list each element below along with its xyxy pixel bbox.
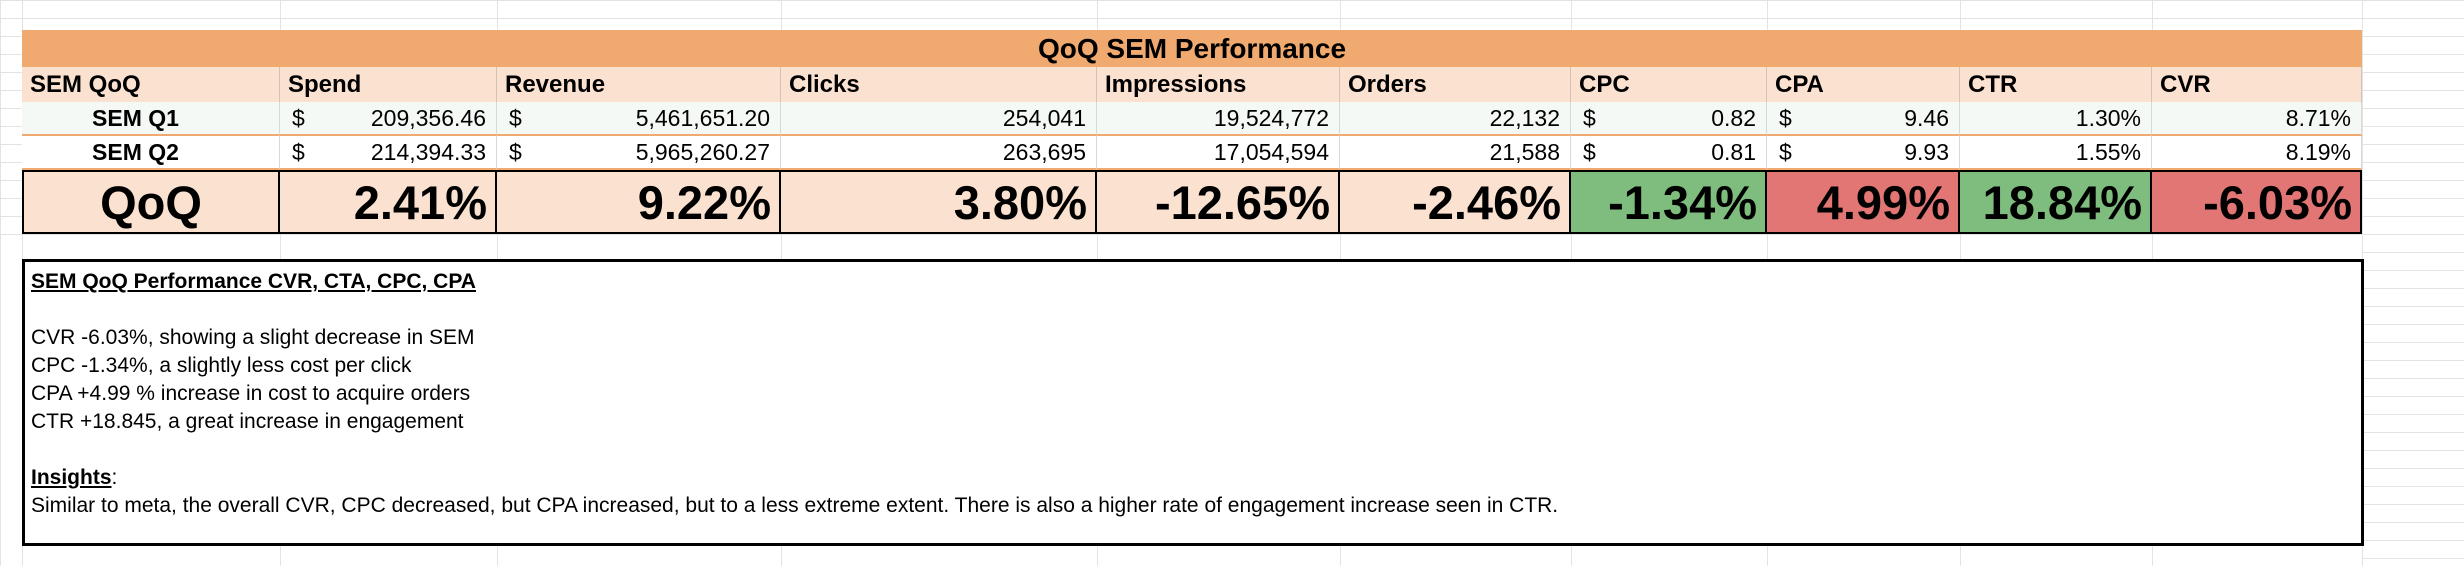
currency-symbol: $ (509, 138, 522, 165)
grid-row-line (2362, 504, 2464, 505)
cell-cpc[interactable]: $0.82 (1571, 102, 1767, 136)
notes-line: CPA +4.99 % increase in cost to acquire … (31, 382, 471, 405)
currency-symbol: $ (292, 104, 305, 131)
cell-value: 0.81 (1711, 138, 1756, 165)
notes-line: CVR -6.03%, showing a slight decrease in… (31, 326, 475, 349)
qoq-orders[interactable]: -2.46% (1340, 170, 1571, 234)
cell-cpa[interactable]: $9.93 (1767, 136, 1960, 170)
cell-impressions[interactable]: 17,054,594 (1097, 136, 1340, 170)
grid-row-line (2362, 468, 2464, 469)
grid-row-line (2362, 360, 2464, 361)
grid-row-line (2362, 450, 2464, 451)
qoq-clicks[interactable]: 3.80% (781, 170, 1097, 234)
cell-orders[interactable]: 21,588 (1340, 136, 1571, 170)
cell-cpa[interactable]: $9.46 (1767, 102, 1960, 136)
row-label[interactable]: SEM Q2 (22, 136, 280, 170)
column-header-spend[interactable]: Spend (280, 67, 497, 102)
cell-clicks[interactable]: 254,041 (781, 102, 1097, 136)
grid-row-line (2362, 378, 2464, 379)
cell-value: 9.46 (1904, 104, 1949, 131)
column-header-label[interactable]: SEM QoQ (22, 67, 280, 102)
column-header-cvr[interactable]: CVR (2152, 67, 2362, 102)
currency-symbol: $ (292, 138, 305, 165)
insights-colon: : (111, 466, 118, 489)
cell-revenue[interactable]: $5,461,651.20 (497, 102, 781, 136)
currency-symbol: $ (1583, 104, 1596, 131)
grid-row-line (0, 234, 2464, 235)
currency-symbol: $ (509, 104, 522, 131)
cell-orders[interactable]: 22,132 (1340, 102, 1571, 136)
column-header-cpa[interactable]: CPA (1767, 67, 1960, 102)
notes-heading: SEM QoQ Performance CVR, CTA, CPC, CPA (31, 270, 476, 293)
cell-spend[interactable]: $214,394.33 (280, 136, 497, 170)
column-header-revenue[interactable]: Revenue (497, 67, 781, 102)
grid-row-line (2362, 306, 2464, 307)
cell-spend[interactable]: $209,356.46 (280, 102, 497, 136)
notes-spacer (31, 436, 2361, 464)
grid-row-line (2362, 486, 2464, 487)
qoq-cvr[interactable]: -6.03% (2152, 170, 2362, 234)
qoq-impressions[interactable]: -12.65% (1097, 170, 1340, 234)
grid-column-line (0, 0, 1, 566)
cell-impressions[interactable]: 19,524,772 (1097, 102, 1340, 136)
notes-text-box[interactable]: SEM QoQ Performance CVR, CTA, CPC, CPA C… (22, 259, 2364, 546)
cell-value: 5,461,651.20 (635, 104, 770, 131)
qoq-ctr[interactable]: 18.84% (1960, 170, 2152, 234)
column-header-cpc[interactable]: CPC (1571, 67, 1767, 102)
cell-revenue[interactable]: $5,965,260.27 (497, 136, 781, 170)
qoq-label[interactable]: QoQ (22, 170, 280, 234)
cell-cvr[interactable]: 8.19% (2152, 136, 2362, 170)
grid-row-line (0, 0, 2464, 1)
insights-heading-line: Insights: (31, 464, 2361, 492)
cell-ctr[interactable]: 1.30% (1960, 102, 2152, 136)
qoq-cpc[interactable]: -1.34% (1571, 170, 1767, 234)
insights-text: Similar to meta, the overall CVR, CPC de… (31, 494, 1559, 517)
column-header-impressions[interactable]: Impressions (1097, 67, 1340, 102)
grid-row-line (2362, 414, 2464, 415)
currency-symbol: $ (1779, 138, 1792, 165)
currency-symbol: $ (1779, 104, 1792, 131)
notes-spacer (31, 296, 2361, 324)
insights-heading: Insights (31, 466, 112, 489)
cell-value: 214,394.33 (370, 138, 486, 165)
grid-row-line (2362, 522, 2464, 523)
cell-value: 209,356.46 (370, 104, 486, 131)
grid-row-line (2362, 342, 2464, 343)
cell-value: 9.93 (1904, 138, 1949, 165)
table-title[interactable]: QoQ SEM Performance (22, 30, 2362, 67)
qoq-revenue[interactable]: 9.22% (497, 170, 781, 234)
row-label[interactable]: SEM Q1 (22, 102, 280, 136)
qoq-spend[interactable]: 2.41% (280, 170, 497, 234)
cell-ctr[interactable]: 1.55% (1960, 136, 2152, 170)
grid-row-line (2362, 396, 2464, 397)
grid-row-line (0, 18, 2464, 19)
cell-value: 0.82 (1711, 104, 1756, 131)
cell-clicks[interactable]: 263,695 (781, 136, 1097, 170)
grid-row-line (2362, 324, 2464, 325)
grid-row-line (2362, 270, 2464, 271)
cell-value: 5,965,260.27 (635, 138, 770, 165)
grid-row-line (2362, 252, 2464, 253)
notes-line: CTR +18.845, a great increase in engagem… (31, 410, 464, 433)
grid-row-line (2362, 432, 2464, 433)
column-header-clicks[interactable]: Clicks (781, 67, 1097, 102)
grid-row-line (2362, 558, 2464, 559)
cell-cpc[interactable]: $0.81 (1571, 136, 1767, 170)
grid-row-line (2362, 288, 2464, 289)
grid-row-line (2362, 540, 2464, 541)
column-header-orders[interactable]: Orders (1340, 67, 1571, 102)
currency-symbol: $ (1583, 138, 1596, 165)
column-header-ctr[interactable]: CTR (1960, 67, 2152, 102)
notes-line: CPC -1.34%, a slightly less cost per cli… (31, 354, 412, 377)
qoq-cpa[interactable]: 4.99% (1767, 170, 1960, 234)
cell-cvr[interactable]: 8.71% (2152, 102, 2362, 136)
